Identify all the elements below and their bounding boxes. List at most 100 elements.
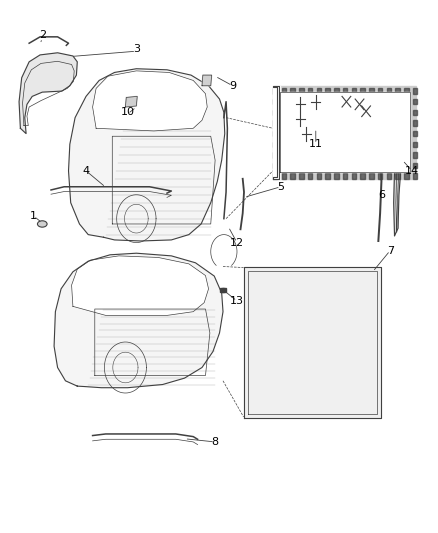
- Polygon shape: [307, 99, 311, 104]
- Polygon shape: [290, 163, 294, 168]
- Polygon shape: [403, 120, 408, 126]
- Polygon shape: [342, 152, 346, 158]
- Polygon shape: [125, 96, 137, 107]
- Polygon shape: [377, 88, 381, 94]
- Polygon shape: [403, 163, 408, 168]
- Polygon shape: [377, 99, 381, 104]
- Polygon shape: [298, 120, 303, 126]
- Polygon shape: [403, 110, 408, 115]
- Text: 2: 2: [39, 30, 46, 41]
- Polygon shape: [333, 88, 338, 94]
- Polygon shape: [333, 152, 338, 158]
- Text: 4: 4: [82, 166, 89, 176]
- Polygon shape: [290, 131, 294, 136]
- Polygon shape: [368, 110, 373, 115]
- Ellipse shape: [37, 221, 47, 227]
- Polygon shape: [351, 173, 355, 179]
- Polygon shape: [342, 131, 346, 136]
- Polygon shape: [298, 142, 303, 147]
- Polygon shape: [307, 173, 311, 179]
- Polygon shape: [279, 92, 410, 172]
- Polygon shape: [395, 142, 399, 147]
- Polygon shape: [351, 88, 355, 94]
- Polygon shape: [386, 88, 390, 94]
- Polygon shape: [290, 110, 294, 115]
- Polygon shape: [298, 88, 303, 94]
- Polygon shape: [333, 142, 338, 147]
- Polygon shape: [290, 99, 294, 104]
- Polygon shape: [281, 142, 286, 147]
- Polygon shape: [393, 128, 403, 236]
- Polygon shape: [412, 131, 417, 136]
- Polygon shape: [272, 110, 277, 115]
- Polygon shape: [342, 142, 346, 147]
- Text: 5: 5: [277, 182, 284, 192]
- Polygon shape: [290, 120, 294, 126]
- Polygon shape: [395, 88, 399, 94]
- Text: 11: 11: [308, 139, 322, 149]
- Polygon shape: [368, 142, 373, 147]
- Polygon shape: [316, 99, 320, 104]
- Polygon shape: [403, 142, 408, 147]
- Polygon shape: [360, 173, 364, 179]
- Polygon shape: [272, 88, 277, 94]
- Polygon shape: [316, 88, 320, 94]
- Polygon shape: [368, 99, 373, 104]
- Polygon shape: [325, 99, 329, 104]
- Polygon shape: [412, 163, 417, 168]
- Polygon shape: [307, 131, 311, 136]
- Polygon shape: [19, 53, 77, 134]
- Polygon shape: [307, 152, 311, 158]
- Polygon shape: [281, 88, 286, 94]
- Polygon shape: [281, 152, 286, 158]
- Polygon shape: [290, 152, 294, 158]
- Polygon shape: [298, 173, 303, 179]
- Text: 3: 3: [133, 44, 140, 53]
- Polygon shape: [368, 120, 373, 126]
- Polygon shape: [272, 86, 279, 92]
- Polygon shape: [325, 131, 329, 136]
- Polygon shape: [307, 120, 311, 126]
- Polygon shape: [68, 69, 224, 241]
- Polygon shape: [403, 152, 408, 158]
- Polygon shape: [272, 131, 277, 136]
- Polygon shape: [377, 120, 381, 126]
- Polygon shape: [412, 142, 417, 147]
- Polygon shape: [360, 142, 364, 147]
- Polygon shape: [281, 131, 286, 136]
- Polygon shape: [403, 173, 408, 179]
- Polygon shape: [412, 99, 417, 104]
- Polygon shape: [307, 110, 311, 115]
- Polygon shape: [307, 88, 311, 94]
- Polygon shape: [333, 99, 338, 104]
- Polygon shape: [395, 110, 399, 115]
- Polygon shape: [342, 120, 346, 126]
- Polygon shape: [272, 142, 277, 147]
- Polygon shape: [316, 120, 320, 126]
- Polygon shape: [316, 110, 320, 115]
- Polygon shape: [395, 99, 399, 104]
- Polygon shape: [307, 163, 311, 168]
- Polygon shape: [325, 163, 329, 168]
- Polygon shape: [386, 131, 390, 136]
- Polygon shape: [307, 142, 311, 147]
- Polygon shape: [412, 120, 417, 126]
- Polygon shape: [281, 120, 286, 126]
- Polygon shape: [377, 142, 381, 147]
- Polygon shape: [298, 163, 303, 168]
- Polygon shape: [351, 120, 355, 126]
- Polygon shape: [360, 88, 364, 94]
- Polygon shape: [351, 142, 355, 147]
- Polygon shape: [412, 88, 417, 94]
- Polygon shape: [386, 173, 390, 179]
- Polygon shape: [360, 152, 364, 158]
- Polygon shape: [342, 99, 346, 104]
- Polygon shape: [386, 99, 390, 104]
- Polygon shape: [386, 152, 390, 158]
- Polygon shape: [325, 152, 329, 158]
- Polygon shape: [395, 120, 399, 126]
- Polygon shape: [342, 163, 346, 168]
- Polygon shape: [272, 173, 277, 179]
- Polygon shape: [290, 142, 294, 147]
- Polygon shape: [360, 131, 364, 136]
